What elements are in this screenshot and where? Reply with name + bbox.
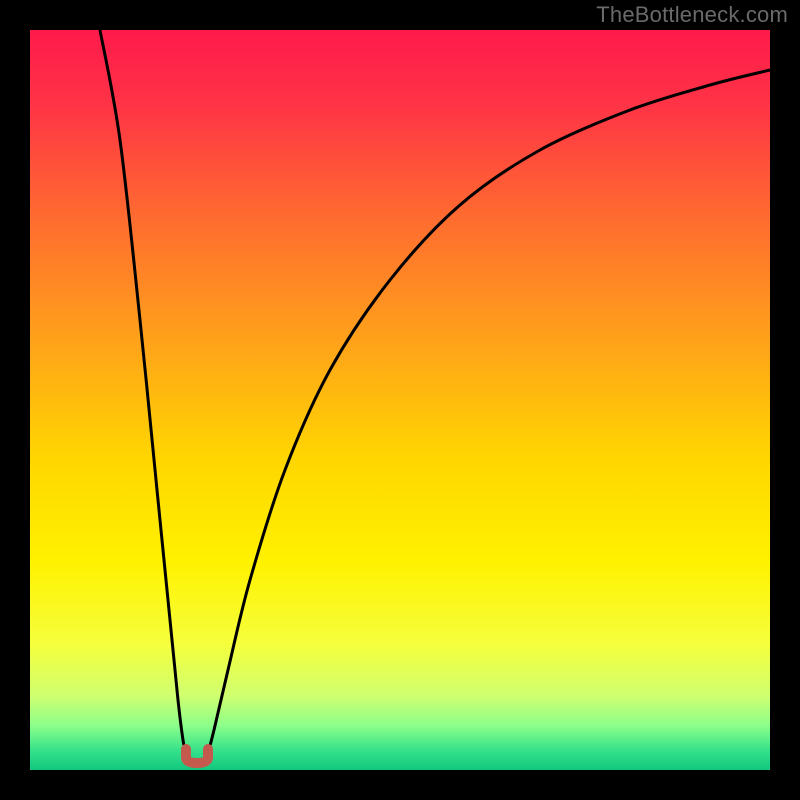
gradient-background xyxy=(30,30,770,770)
bottleneck-chart xyxy=(0,0,800,800)
chart-stage: TheBottleneck.com xyxy=(0,0,800,800)
watermark-text: TheBottleneck.com xyxy=(596,2,788,28)
